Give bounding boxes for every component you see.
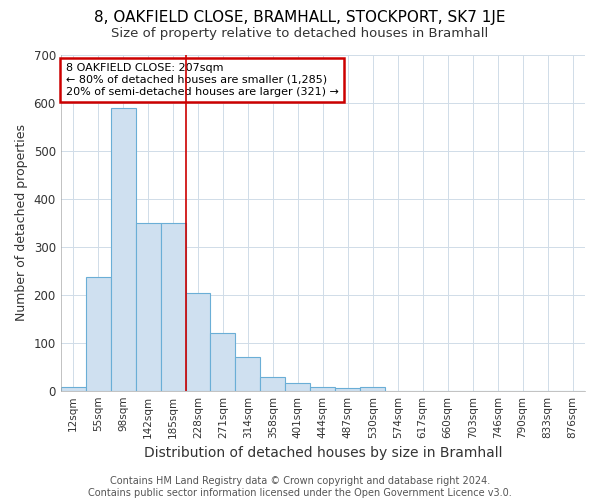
Text: Contains HM Land Registry data © Crown copyright and database right 2024.
Contai: Contains HM Land Registry data © Crown c… <box>88 476 512 498</box>
Bar <box>86 277 110 390</box>
Bar <box>185 294 211 390</box>
Bar <box>235 357 260 390</box>
Bar <box>136 223 161 390</box>
X-axis label: Distribution of detached houses by size in Bramhall: Distribution of detached houses by size … <box>143 446 502 460</box>
Y-axis label: Number of detached properties: Number of detached properties <box>15 124 28 322</box>
Bar <box>360 387 385 390</box>
Text: 8 OAKFIELD CLOSE: 207sqm
← 80% of detached houses are smaller (1,285)
20% of sem: 8 OAKFIELD CLOSE: 207sqm ← 80% of detach… <box>66 64 339 96</box>
Bar <box>310 387 335 390</box>
Bar <box>211 333 235 390</box>
Bar <box>260 378 286 390</box>
Bar <box>110 108 136 391</box>
Bar <box>335 388 360 390</box>
Text: 8, OAKFIELD CLOSE, BRAMHALL, STOCKPORT, SK7 1JE: 8, OAKFIELD CLOSE, BRAMHALL, STOCKPORT, … <box>94 10 506 25</box>
Bar <box>286 384 310 390</box>
Text: Size of property relative to detached houses in Bramhall: Size of property relative to detached ho… <box>112 28 488 40</box>
Bar <box>61 387 86 390</box>
Bar <box>161 223 185 390</box>
